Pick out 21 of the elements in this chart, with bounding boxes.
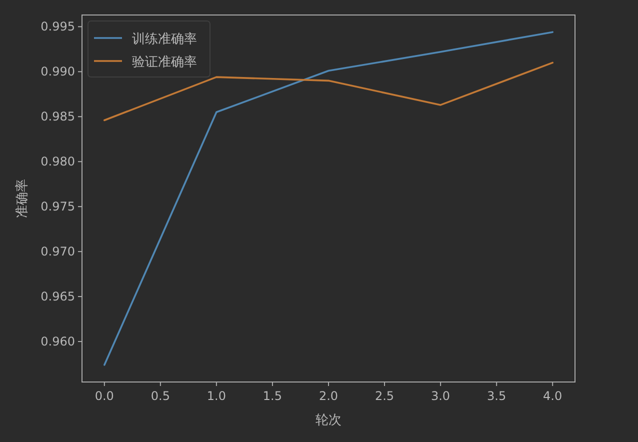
y-tick-label: 0.970	[40, 244, 75, 259]
x-axis-title: 轮次	[316, 413, 342, 428]
x-tick-label: 1.5	[262, 389, 282, 403]
legend-label: 验证准确率	[132, 54, 197, 70]
x-tick-label: 0.0	[94, 389, 114, 403]
y-tick-label: 0.960	[40, 334, 75, 349]
y-tick-label: 0.975	[40, 200, 75, 214]
y-tick-label: 0.995	[40, 20, 75, 34]
y-tick-label: 0.965	[40, 290, 75, 304]
y-axis-title: 准确率	[14, 179, 30, 218]
x-tick-label: 4.0	[543, 389, 562, 403]
legend-label: 训练准确率	[132, 31, 197, 47]
x-tick-label: 1.0	[206, 389, 226, 403]
y-tick-label: 0.990	[40, 64, 75, 79]
x-tick-label: 3.0	[431, 389, 450, 403]
x-tick-label: 3.5	[487, 389, 506, 403]
y-tick-label: 0.980	[40, 154, 75, 169]
x-tick-label: 0.5	[150, 389, 170, 403]
x-tick-label: 2.5	[374, 389, 394, 403]
y-tick-label: 0.985	[40, 110, 75, 124]
x-tick-label: 2.0	[318, 389, 338, 403]
